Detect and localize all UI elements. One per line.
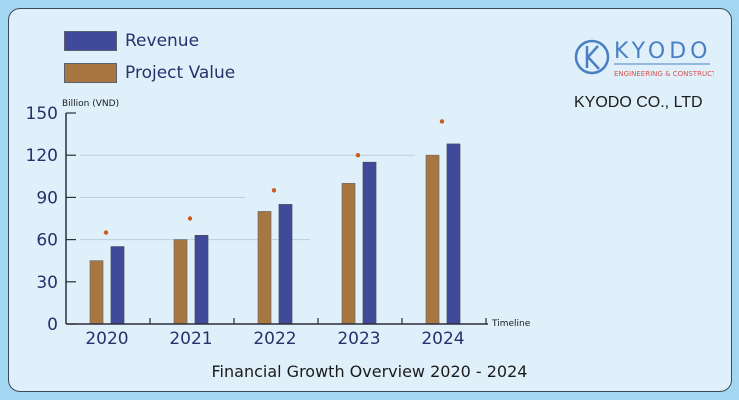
x-tick-label: 2021 (169, 329, 212, 349)
x-tick-label: 2020 (85, 329, 128, 349)
marker-dot (355, 153, 361, 158)
x-axis-label: Timeline (491, 319, 531, 329)
logo-subtitle: ENGINEERING & CONSTRUCTION (614, 70, 714, 78)
company-name: KYODO CO., LTD (574, 94, 703, 111)
logo-text: KYODO (614, 39, 711, 64)
marker-dot (187, 216, 193, 221)
bar-revenue (278, 204, 293, 325)
legend-swatch-project (64, 63, 117, 83)
y-tick-label: 120 (26, 146, 58, 166)
bar-revenue (362, 161, 377, 325)
legend-project: Project Value (64, 63, 235, 83)
legend-label-revenue: Revenue (125, 31, 200, 51)
company-logo: KYODO ENGINEERING & CONSTRUCTION (574, 36, 729, 84)
logo-k-icon: KYODO ENGINEERING & CONSTRUCTION (574, 39, 729, 78)
y-tick-label: 0 (47, 315, 58, 335)
legend-revenue: Revenue (64, 31, 199, 51)
bar-project-value (173, 239, 188, 325)
bar-revenue (194, 235, 209, 325)
bar-revenue (446, 143, 461, 325)
x-tick-label: 2022 (253, 329, 296, 349)
bar-project-value (257, 211, 272, 325)
y-tick-label: 30 (36, 273, 58, 293)
y-tick-label: 90 (36, 188, 58, 208)
y-axis-label: Billion (VND) (62, 99, 119, 109)
y-tick-label: 150 (26, 104, 58, 124)
legend-swatch-revenue (64, 31, 117, 51)
marker-dot (103, 230, 109, 235)
x-tick-label: 2024 (421, 329, 464, 349)
x-tick-label: 2023 (337, 329, 380, 349)
bar-project-value (341, 182, 356, 325)
bar-project-value (89, 260, 104, 325)
bar-project-value (425, 154, 440, 325)
bar-revenue (110, 246, 125, 325)
marker-dot (439, 119, 445, 124)
chart-title: Financial Growth Overview 2020 - 2024 (211, 362, 528, 381)
marker-dot (271, 188, 277, 193)
y-tick-label: 60 (36, 231, 58, 251)
legend-label-project: Project Value (125, 63, 236, 83)
